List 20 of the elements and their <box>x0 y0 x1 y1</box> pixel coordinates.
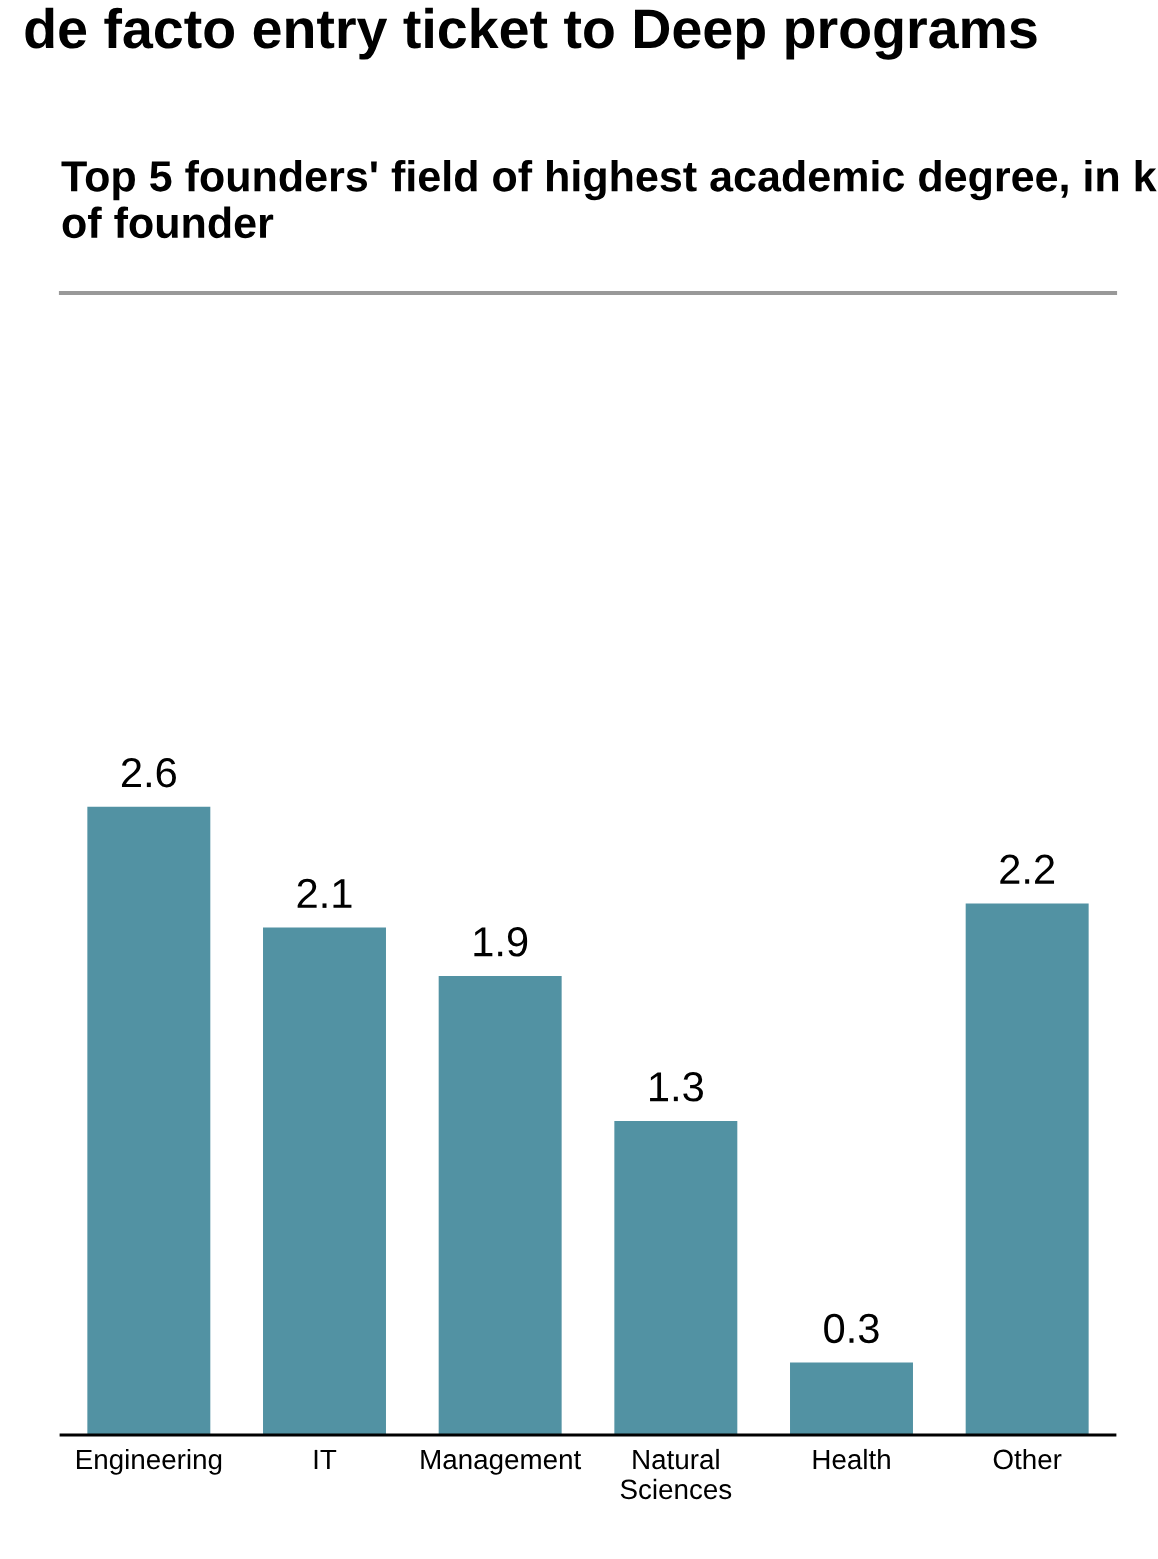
chart-title: de facto entry ticket to Deep programs <box>25 7 1037 60</box>
data-label: 2.2 <box>1000 854 1055 884</box>
bar <box>263 927 386 1435</box>
x-tick-label: IT <box>314 1449 337 1470</box>
bar <box>790 1362 913 1435</box>
data-label: 2.6 <box>121 757 176 788</box>
data-label: 1.3 <box>650 1072 703 1102</box>
x-tick-label: Other <box>993 1448 1062 1470</box>
x-tick-label: Health <box>813 1448 890 1470</box>
bar <box>438 975 562 1435</box>
data-label: 1.9 <box>474 927 528 957</box>
chart-subtitle: Top 5 founders' field of highest academic degree, in k of founder <box>61 160 1157 239</box>
x-tick-label: Natural Sciences <box>620 1448 732 1500</box>
x-tick-label: Management <box>421 1449 582 1475</box>
bar <box>87 806 211 1435</box>
data-label: 0.3 <box>824 1313 879 1344</box>
bar <box>965 903 1089 1435</box>
x-tick-label: Engineering <box>76 1448 222 1475</box>
data-label: 2.1 <box>297 878 352 908</box>
bar <box>614 1120 738 1435</box>
